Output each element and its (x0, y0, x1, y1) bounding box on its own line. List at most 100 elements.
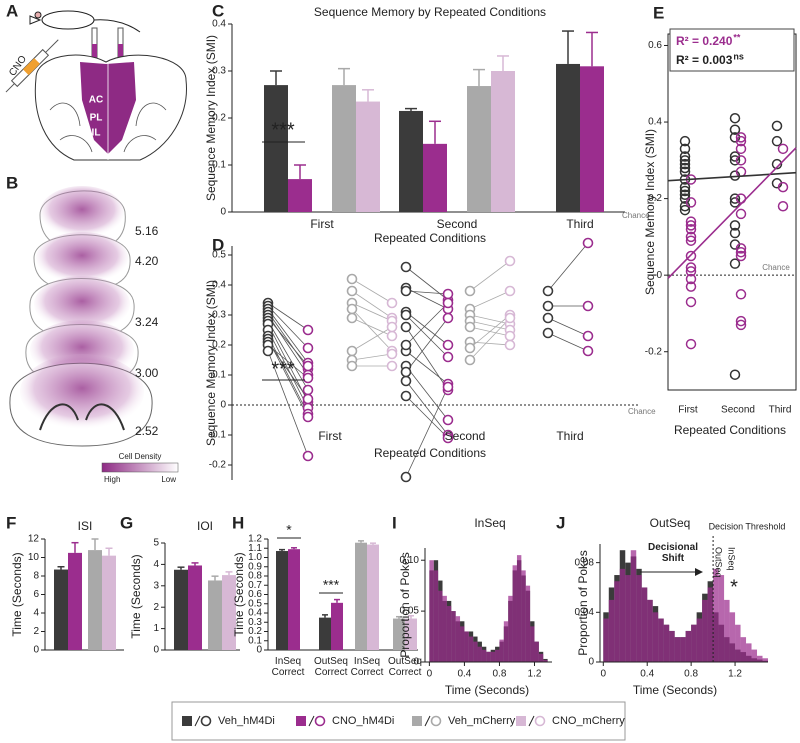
y-tick-label: 1.1 (248, 543, 262, 554)
legend-marker (314, 715, 326, 727)
point (346, 285, 358, 297)
bar (208, 580, 222, 650)
x-tick-label: Third (566, 217, 593, 231)
point (400, 366, 412, 378)
histogram-bar (521, 570, 526, 662)
point (679, 185, 691, 197)
x-axis-label: Time (Seconds) (445, 683, 529, 697)
point (679, 204, 691, 216)
y-tick-label: 0.3 (212, 66, 226, 77)
pair-line (469, 314, 511, 325)
y-tick-label: 0.9 (248, 561, 262, 572)
point (582, 300, 594, 312)
pair-line (267, 314, 309, 376)
bar (405, 618, 417, 650)
anatomy-lines (49, 102, 167, 153)
y-tick-label: -0.1 (209, 430, 227, 441)
histogram-bar (608, 599, 615, 662)
x-axis-label: Repeated Conditions (674, 423, 786, 437)
pair-line (469, 317, 511, 361)
error-bar (71, 541, 79, 553)
bar (491, 71, 515, 212)
point (582, 237, 594, 249)
histogram-bar (525, 585, 531, 662)
pair-line (469, 314, 511, 349)
histogram-bar (538, 653, 544, 662)
histogram-bar (685, 630, 692, 662)
y-tick-label: 0 (33, 645, 39, 656)
point (302, 324, 314, 336)
panel-label: F (6, 513, 16, 532)
pair-line (267, 344, 309, 379)
point (504, 330, 516, 342)
pair-line (267, 329, 309, 409)
point (442, 297, 454, 309)
point (685, 266, 697, 277)
point (685, 281, 697, 292)
chance-label: Chance (622, 211, 650, 220)
pair-line (547, 242, 589, 292)
chance-label: Chance (628, 407, 656, 416)
histogram-bar (508, 595, 513, 662)
histogram-bar (619, 568, 626, 662)
point (735, 289, 747, 300)
pair-line (469, 260, 511, 292)
point (346, 345, 358, 357)
legend-label: CNO_hM4Di (332, 715, 394, 727)
point (735, 155, 747, 166)
chart-title: InSeq (474, 516, 505, 530)
y-axis-label: Proportion of Pokes (576, 550, 590, 655)
point (386, 297, 398, 309)
significance: *** (271, 358, 295, 380)
density-blob (40, 186, 124, 238)
histogram-bar (534, 641, 539, 662)
point (302, 411, 314, 423)
point (386, 348, 398, 360)
pair-line (469, 320, 511, 331)
point (735, 243, 747, 254)
y-tick-label: 6 (33, 589, 39, 600)
point (729, 220, 741, 231)
histogram-bar (473, 641, 478, 662)
error-bar (358, 540, 364, 543)
histogram-bar (451, 611, 456, 662)
significance: * (730, 576, 738, 598)
point (777, 201, 789, 212)
region-label: PL (90, 113, 103, 124)
point (386, 330, 398, 342)
y-tick-label: 0.6 (248, 589, 262, 600)
bar (423, 143, 447, 212)
panel-label: J (556, 513, 565, 532)
point (346, 273, 358, 285)
bar (88, 550, 102, 650)
histogram-bar (446, 606, 452, 662)
pair-line (405, 314, 449, 358)
mouse-head (29, 15, 42, 25)
x-tick-label: OutSeq Correct (388, 656, 422, 678)
region-label: AC (89, 95, 103, 106)
histogram-bar (442, 595, 447, 662)
y-tick-label: 2 (33, 626, 39, 637)
point (542, 285, 554, 297)
histogram-bar (751, 649, 758, 662)
histogram-bar (746, 643, 752, 662)
section-level: 5.16 (135, 224, 159, 238)
histogram-bar (503, 621, 509, 662)
error-bar (497, 55, 509, 71)
point (400, 285, 412, 297)
y-tick-label: 0.7 (248, 580, 262, 591)
histogram-bar (641, 587, 648, 662)
density-blob (36, 232, 128, 284)
pair-line (351, 353, 393, 361)
panel-label: B (6, 173, 18, 192)
x-tick-label: First (310, 217, 334, 231)
y-tick-label: 0.1 (212, 160, 226, 171)
error-bar (362, 89, 374, 102)
point (302, 360, 314, 372)
point (400, 471, 412, 483)
x-tick-label-box: InSeq Correct (351, 656, 384, 678)
y-tick-label: 0 (588, 657, 594, 668)
legend-label: Veh_hM4Di (218, 715, 275, 727)
histogram-bar (630, 550, 637, 662)
point (504, 339, 516, 351)
